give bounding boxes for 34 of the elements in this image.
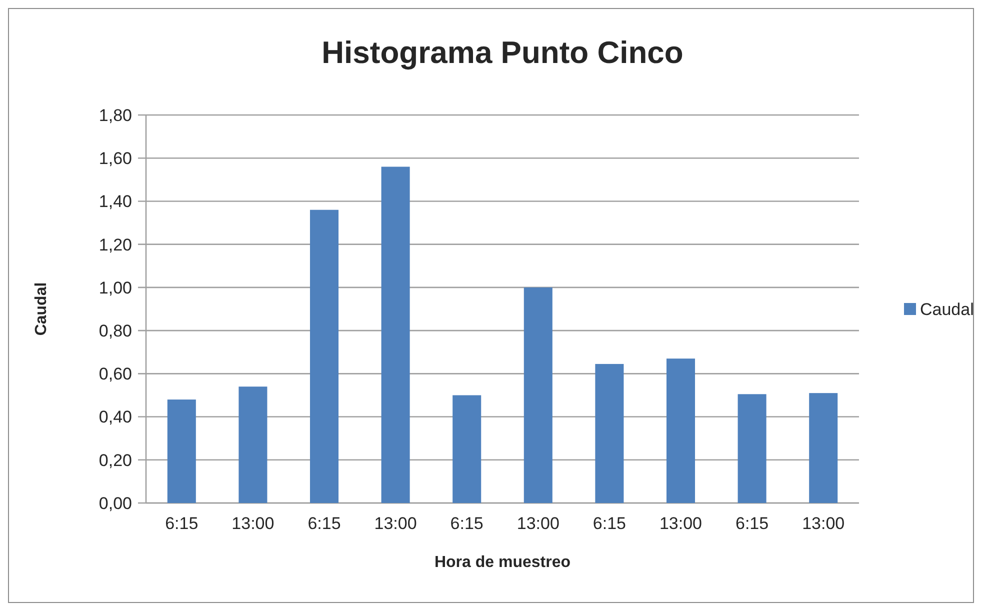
x-tick-label: 6:15 <box>308 514 341 533</box>
y-tick-label: 1,20 <box>98 235 132 254</box>
bar <box>524 287 552 503</box>
legend-label: Caudal <box>920 300 974 319</box>
x-tick-label: 6:15 <box>165 514 198 533</box>
bar <box>595 364 624 503</box>
y-tick-label: 0,80 <box>98 322 132 341</box>
x-tick-label: 13:00 <box>232 514 274 533</box>
y-axis-title: Caudal <box>33 282 50 336</box>
x-tick-label: 13:00 <box>516 514 560 533</box>
x-tick-label: 13:00 <box>659 514 702 533</box>
y-tick-label: 0,40 <box>98 408 132 427</box>
y-tick-label: 1,40 <box>98 192 132 212</box>
bar <box>666 358 696 503</box>
y-tick-label: 1,00 <box>98 278 132 298</box>
bar <box>238 386 268 503</box>
x-tick-label: 6:15 <box>592 514 626 533</box>
x-axis-title: Hora de muestreo <box>434 554 571 571</box>
y-tick-label: 0,20 <box>98 450 132 470</box>
x-tick-label: 6:15 <box>450 514 484 533</box>
x-tick-label: 13:00 <box>374 514 417 533</box>
bar <box>738 394 766 503</box>
y-tick-label: 0,00 <box>98 494 132 513</box>
bar <box>310 210 339 503</box>
y-tick-label: 0,60 <box>98 364 132 384</box>
chart-title: Histograma Punto Cinco <box>322 35 684 70</box>
y-tick-label: 1,80 <box>98 106 132 125</box>
x-tick-label: 6:15 <box>736 514 769 533</box>
bar <box>452 395 482 503</box>
bar <box>167 400 196 503</box>
bar <box>381 166 410 503</box>
bar <box>809 393 838 503</box>
x-tick-label: 13:00 <box>802 514 845 533</box>
y-tick-label: 1,60 <box>98 149 132 168</box>
